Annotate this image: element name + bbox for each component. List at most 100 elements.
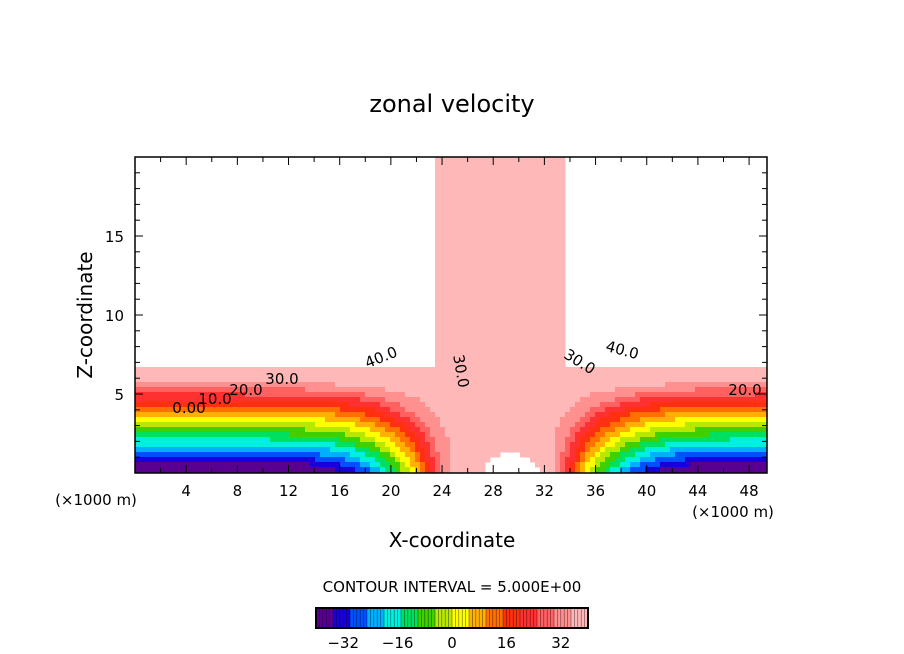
contour-cell: [490, 447, 496, 453]
contour-cell: [680, 452, 686, 458]
contour-cell: [440, 392, 446, 398]
contour-cell: [395, 402, 401, 408]
contour-cell: [695, 387, 701, 393]
contour-cell: [270, 462, 276, 468]
contour-cell: [605, 397, 611, 403]
contour-cell: [505, 347, 511, 353]
contour-cell: [320, 407, 326, 413]
contour-cell: [360, 387, 366, 393]
contour-cell: [560, 207, 566, 213]
contour-cell: [190, 422, 196, 428]
contour-cell: [685, 452, 691, 458]
contour-cell: [370, 377, 376, 383]
contour-cell: [505, 407, 511, 413]
contour-cell: [490, 297, 496, 303]
contour-cell: [240, 387, 246, 393]
contour-cell: [510, 417, 516, 423]
contour-cell: [645, 377, 651, 383]
contour-cell: [505, 297, 511, 303]
contour-cell: [665, 387, 671, 393]
colorbar-swatch: [448, 608, 453, 628]
colorbar-frame: [315, 607, 589, 629]
contour-cell: [270, 372, 276, 378]
contour-cell: [560, 432, 566, 438]
contour-cell: [335, 387, 341, 393]
contour-cell: [510, 442, 516, 448]
contour-cell: [505, 187, 511, 193]
contour-cell: [475, 307, 481, 313]
contour-cell: [520, 202, 526, 208]
contour-cell: [745, 397, 751, 403]
contour-cell: [700, 407, 706, 413]
contour-cell: [710, 377, 716, 383]
contour-cell: [760, 392, 766, 398]
contour-cell: [495, 167, 501, 173]
contour-cell: [535, 437, 541, 443]
contour-cell: [175, 432, 181, 438]
contour-cell: [515, 342, 521, 348]
contour-cell: [460, 322, 466, 328]
contour-cell: [465, 387, 471, 393]
contour-cell: [135, 467, 141, 473]
contour-cell: [200, 437, 206, 443]
contour-cell: [435, 417, 441, 423]
contour-cell: [315, 437, 321, 443]
contour-cell: [315, 417, 321, 423]
contour-cell: [535, 192, 541, 198]
contour-cell: [480, 377, 486, 383]
contour-cell: [370, 397, 376, 403]
contour-cell: [220, 447, 226, 453]
contour-cell: [500, 342, 506, 348]
contour-cell: [665, 427, 671, 433]
contour-cell: [225, 407, 231, 413]
contour-cell: [445, 317, 451, 323]
contour-cell: [465, 332, 471, 338]
contour-cell: [245, 467, 251, 473]
contour-cell: [485, 357, 491, 363]
contour-cell: [460, 277, 466, 283]
contour-cell: [155, 422, 161, 428]
contour-cell: [415, 442, 421, 448]
contour-cell: [190, 402, 196, 408]
contour-cell: [270, 402, 276, 408]
contour-cell: [440, 242, 446, 248]
contour-cell: [530, 447, 536, 453]
contour-cell: [160, 427, 166, 433]
contour-cell: [355, 382, 361, 388]
contour-cell: [490, 232, 496, 238]
contour-cell: [145, 407, 151, 413]
colorbar-swatch: [564, 608, 568, 628]
contour-cell: [450, 367, 456, 373]
contour-cell: [755, 437, 761, 443]
chart-title: zonal velocity: [369, 90, 534, 118]
contour-cell: [400, 397, 406, 403]
colorbar-swatch: [384, 608, 388, 628]
contour-cell: [440, 312, 446, 318]
contour-cell: [420, 397, 426, 403]
contour-cell: [445, 382, 451, 388]
contour-cell: [470, 407, 476, 413]
contour-cell: [550, 357, 556, 363]
contour-cell: [665, 402, 671, 408]
contour-cell: [530, 237, 536, 243]
contour-cell: [405, 372, 411, 378]
contour-cell: [465, 367, 471, 373]
contour-cell: [520, 232, 526, 238]
contour-cell: [435, 332, 441, 338]
contour-cell: [475, 277, 481, 283]
contour-cell: [520, 437, 526, 443]
contour-cell: [480, 237, 486, 243]
colorbar-swatch: [472, 608, 477, 628]
contour-cell: [210, 462, 216, 468]
contour-cell: [755, 367, 761, 373]
contour-cell: [535, 292, 541, 298]
contour-cell: [155, 367, 161, 373]
contour-cell: [525, 167, 531, 173]
contour-cell: [625, 447, 631, 453]
contour-cell: [510, 397, 516, 403]
contour-cell: [510, 242, 516, 248]
contour-cell: [550, 237, 556, 243]
contour-cell: [480, 387, 486, 393]
contour-cell: [605, 437, 611, 443]
contour-cell: [230, 412, 236, 418]
